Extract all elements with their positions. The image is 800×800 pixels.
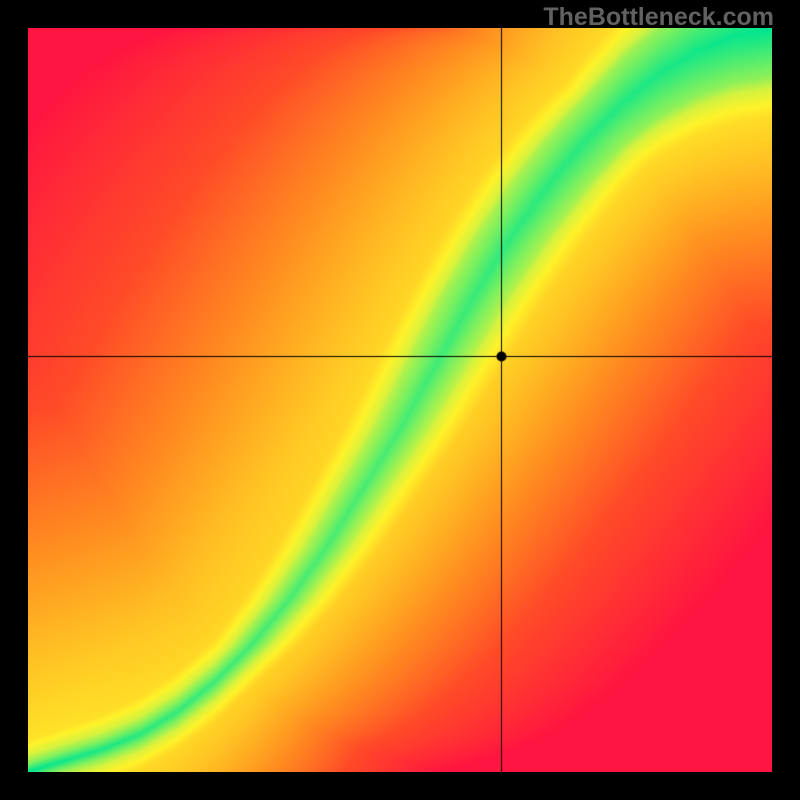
bottleneck-heatmap bbox=[28, 28, 772, 772]
chart-container: TheBottleneck.com bbox=[0, 0, 800, 800]
watermark-text: TheBottleneck.com bbox=[543, 3, 774, 32]
